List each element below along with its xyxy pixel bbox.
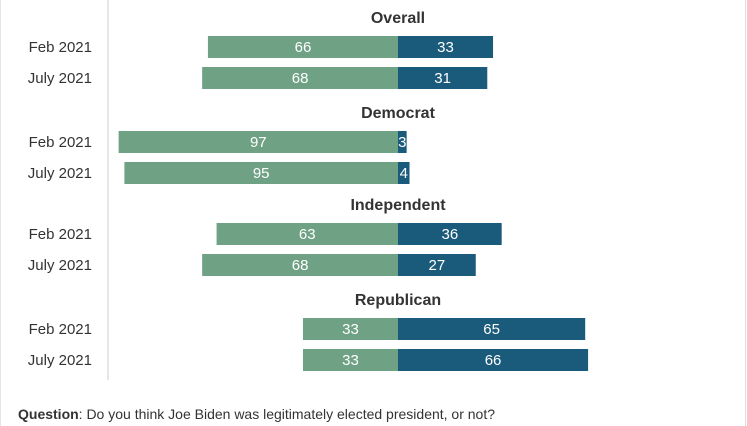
bar-right-democrat-feb-2021 bbox=[398, 131, 407, 153]
bar-left-democrat-july-2021 bbox=[124, 162, 399, 184]
bar-left-overall-july-2021 bbox=[202, 67, 398, 89]
bar-left-label-republican-feb-2021: 33 bbox=[342, 321, 359, 338]
row-label-overall-feb-2021: Feb 2021 bbox=[29, 39, 92, 56]
bar-right-label-republican-july-2021: 66 bbox=[485, 352, 502, 369]
bar-right-label-independent-july-2021: 27 bbox=[429, 257, 446, 274]
bar-right-label-republican-feb-2021: 65 bbox=[483, 321, 500, 338]
question-text: : Do you think Joe Biden was legitimatel… bbox=[78, 406, 496, 422]
bar-left-republican-feb-2021 bbox=[302, 318, 398, 340]
group-title-democrat: Democrat bbox=[361, 105, 435, 122]
bar-right-label-overall-july-2021: 31 bbox=[434, 70, 451, 87]
group-title-republican: Republican bbox=[355, 292, 441, 309]
bar-right-label-democrat-feb-2021: 3 bbox=[398, 134, 406, 151]
bar-left-democrat-feb-2021 bbox=[118, 131, 398, 153]
group-title-independent: Independent bbox=[350, 197, 446, 214]
bar-right-label-overall-feb-2021: 33 bbox=[437, 39, 454, 56]
bar-left-overall-feb-2021 bbox=[207, 36, 398, 58]
question-footer: Question: Do you think Joe Biden was leg… bbox=[18, 406, 495, 422]
group-title-overall: Overall bbox=[371, 10, 425, 27]
bar-left-independent-feb-2021 bbox=[216, 223, 398, 245]
row-label-democrat-feb-2021: Feb 2021 bbox=[29, 134, 92, 151]
bar-right-independent-july-2021 bbox=[398, 254, 476, 276]
bar-right-democrat-july-2021 bbox=[398, 162, 410, 184]
bar-left-label-overall-feb-2021: 66 bbox=[295, 39, 312, 56]
row-label-republican-july-2021: July 2021 bbox=[28, 352, 92, 369]
bar-right-overall-feb-2021 bbox=[398, 36, 494, 58]
bar-right-label-independent-feb-2021: 36 bbox=[441, 226, 458, 243]
row-label-independent-feb-2021: Feb 2021 bbox=[29, 226, 92, 243]
bar-right-republican-feb-2021 bbox=[398, 318, 586, 340]
bar-right-republican-july-2021 bbox=[398, 349, 589, 371]
bar-left-label-independent-july-2021: 68 bbox=[292, 257, 309, 274]
bar-left-label-overall-july-2021: 68 bbox=[292, 70, 309, 87]
bar-right-independent-feb-2021 bbox=[398, 223, 502, 245]
frame-left-border bbox=[0, 0, 1, 426]
frame-right-border bbox=[745, 0, 746, 426]
bar-left-republican-july-2021 bbox=[302, 349, 398, 371]
row-label-overall-july-2021: July 2021 bbox=[28, 70, 92, 87]
row-label-democrat-july-2021: July 2021 bbox=[28, 165, 92, 182]
bar-left-independent-july-2021 bbox=[202, 254, 398, 276]
row-label-republican-feb-2021: Feb 2021 bbox=[29, 321, 92, 338]
row-label-independent-july-2021: July 2021 bbox=[28, 257, 92, 274]
bar-left-label-democrat-july-2021: 95 bbox=[253, 165, 270, 182]
bar-left-label-independent-feb-2021: 63 bbox=[299, 226, 316, 243]
bar-right-overall-july-2021 bbox=[398, 67, 488, 89]
bar-right-label-democrat-july-2021: 4 bbox=[400, 165, 408, 182]
question-label: Question bbox=[18, 406, 79, 422]
bar-left-label-republican-july-2021: 33 bbox=[342, 352, 359, 369]
bar-left-label-democrat-feb-2021: 97 bbox=[250, 134, 267, 151]
